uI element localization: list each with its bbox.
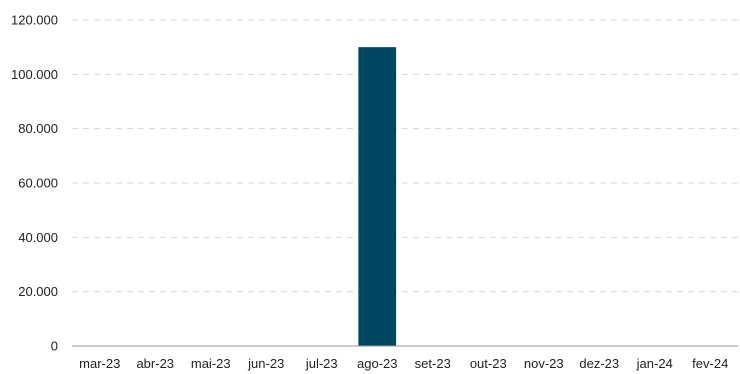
x-tick-label: ago-23	[357, 356, 397, 371]
x-tick-label: set-23	[415, 356, 451, 371]
x-tick-label: jan-24	[636, 356, 673, 371]
x-tick-label: nov-23	[524, 356, 564, 371]
x-tick-label: fev-24	[692, 356, 728, 371]
bar-ago-23	[358, 47, 397, 347]
y-tick-label: 20.000	[18, 284, 58, 299]
x-tick-label: mai-23	[191, 356, 231, 371]
x-tick-label: jul-23	[305, 356, 338, 371]
x-tick-label: abr-23	[136, 356, 174, 371]
y-axis-ticks: 0 20.000 40.000 60.000 80.000 100.000 120.000	[11, 13, 58, 354]
bars	[358, 47, 397, 347]
x-tick-label: jun-23	[247, 356, 284, 371]
gridlines	[72, 19, 738, 293]
y-tick-label: 0	[51, 339, 58, 354]
y-tick-label: 100.000	[11, 67, 58, 82]
y-tick-label: 60.000	[18, 176, 58, 191]
x-tick-label: out-23	[470, 356, 507, 371]
x-axis-ticks: mar-23 abr-23 mai-23 jun-23 jul-23 ago-23 set-…	[79, 356, 728, 371]
x-tick-label: dez-23	[579, 356, 619, 371]
y-tick-label: 40.000	[18, 230, 58, 245]
y-tick-label: 120.000	[11, 13, 58, 28]
y-tick-label: 80.000	[18, 121, 58, 136]
x-tick-label: mar-23	[79, 356, 120, 371]
